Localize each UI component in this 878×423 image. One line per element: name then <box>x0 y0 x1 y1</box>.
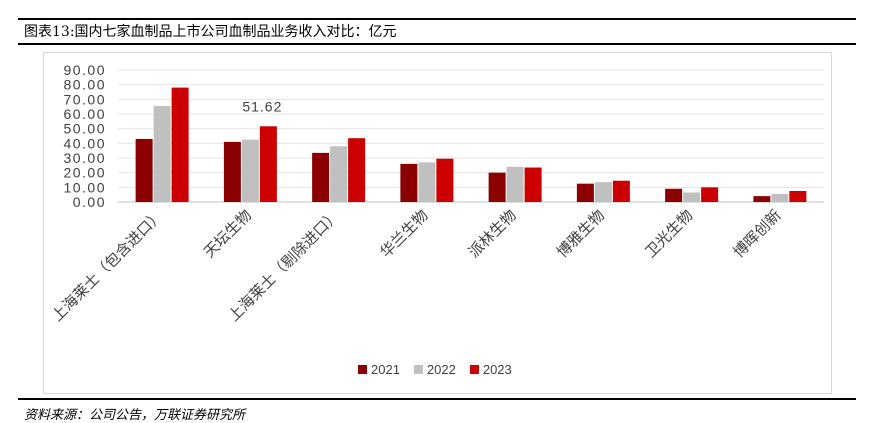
legend-label-2021: 2021 <box>371 362 400 377</box>
bar-2021 <box>223 141 241 202</box>
y-tick-label: 60.00 <box>63 106 106 122</box>
bar-2022 <box>330 146 348 202</box>
y-tick-label: 10.00 <box>63 179 106 195</box>
y-tick-label: 30.00 <box>63 150 106 166</box>
bar-2022 <box>771 193 789 202</box>
bar-2023 <box>701 187 719 202</box>
bar-2022 <box>683 192 701 202</box>
bar-2022 <box>418 162 436 202</box>
figure-title: 图表13:国内七家血制品上市公司血制品业务收入对比：亿元 <box>24 24 397 40</box>
bar-2023 <box>524 167 542 202</box>
y-tick-label: 90.00 <box>63 62 106 78</box>
bar-2021 <box>665 188 683 202</box>
y-tick-label: 80.00 <box>63 77 106 93</box>
bar-2023 <box>789 191 807 202</box>
y-tick-label: 0.00 <box>73 194 106 210</box>
legend-item-2021: 2021 <box>358 362 400 377</box>
bar-2023 <box>436 158 454 202</box>
x-category-label: 卫光生物 <box>641 206 696 261</box>
bar-2023 <box>348 138 366 202</box>
bar-2021 <box>135 138 153 202</box>
data-label: 51.62 <box>242 98 282 114</box>
bar-2022 <box>241 139 259 202</box>
x-category-label: 博雅生物 <box>553 206 608 261</box>
bar-2022 <box>506 166 524 202</box>
y-tick-label: 70.00 <box>63 91 106 107</box>
bar-2023 <box>171 87 189 202</box>
bar-2021 <box>753 196 771 202</box>
legend-label-2022: 2022 <box>426 362 456 377</box>
bar-2021 <box>400 163 418 202</box>
y-tick-label: 50.00 <box>63 121 106 137</box>
x-category-label: 上海莱士（包含进口） <box>48 206 167 325</box>
bar-2021 <box>488 172 506 202</box>
title-rule <box>18 43 856 45</box>
legend-swatch-2021 <box>358 365 367 374</box>
legend-label-2023: 2023 <box>482 362 512 377</box>
x-category-label: 派林生物 <box>465 206 520 261</box>
x-category-label: 天坛生物 <box>200 206 255 261</box>
y-tick-label: 40.00 <box>63 135 106 151</box>
legend-item-2022: 2022 <box>413 362 456 377</box>
x-category-label: 华兰生物 <box>377 206 432 261</box>
bar-2023 <box>612 180 630 202</box>
y-tick-label: 20.00 <box>63 165 106 181</box>
legend-swatch-2023 <box>469 365 479 374</box>
bottom-rule <box>18 398 856 400</box>
legend-item-2023: 2023 <box>469 362 512 377</box>
bar-2021 <box>312 152 330 202</box>
top-rule <box>18 18 856 20</box>
bar-chart: 0.0010.0020.0030.0040.0050.0060.0070.008… <box>48 62 824 325</box>
legend-swatch-2022 <box>413 365 423 374</box>
chart-legend: 2021 2022 2023 <box>358 362 512 377</box>
bar-2023 <box>259 126 277 202</box>
x-category-label: 博晖创新 <box>730 206 785 261</box>
bar-2021 <box>576 183 594 202</box>
bar-2022 <box>594 182 612 202</box>
bar-2022 <box>153 105 171 202</box>
